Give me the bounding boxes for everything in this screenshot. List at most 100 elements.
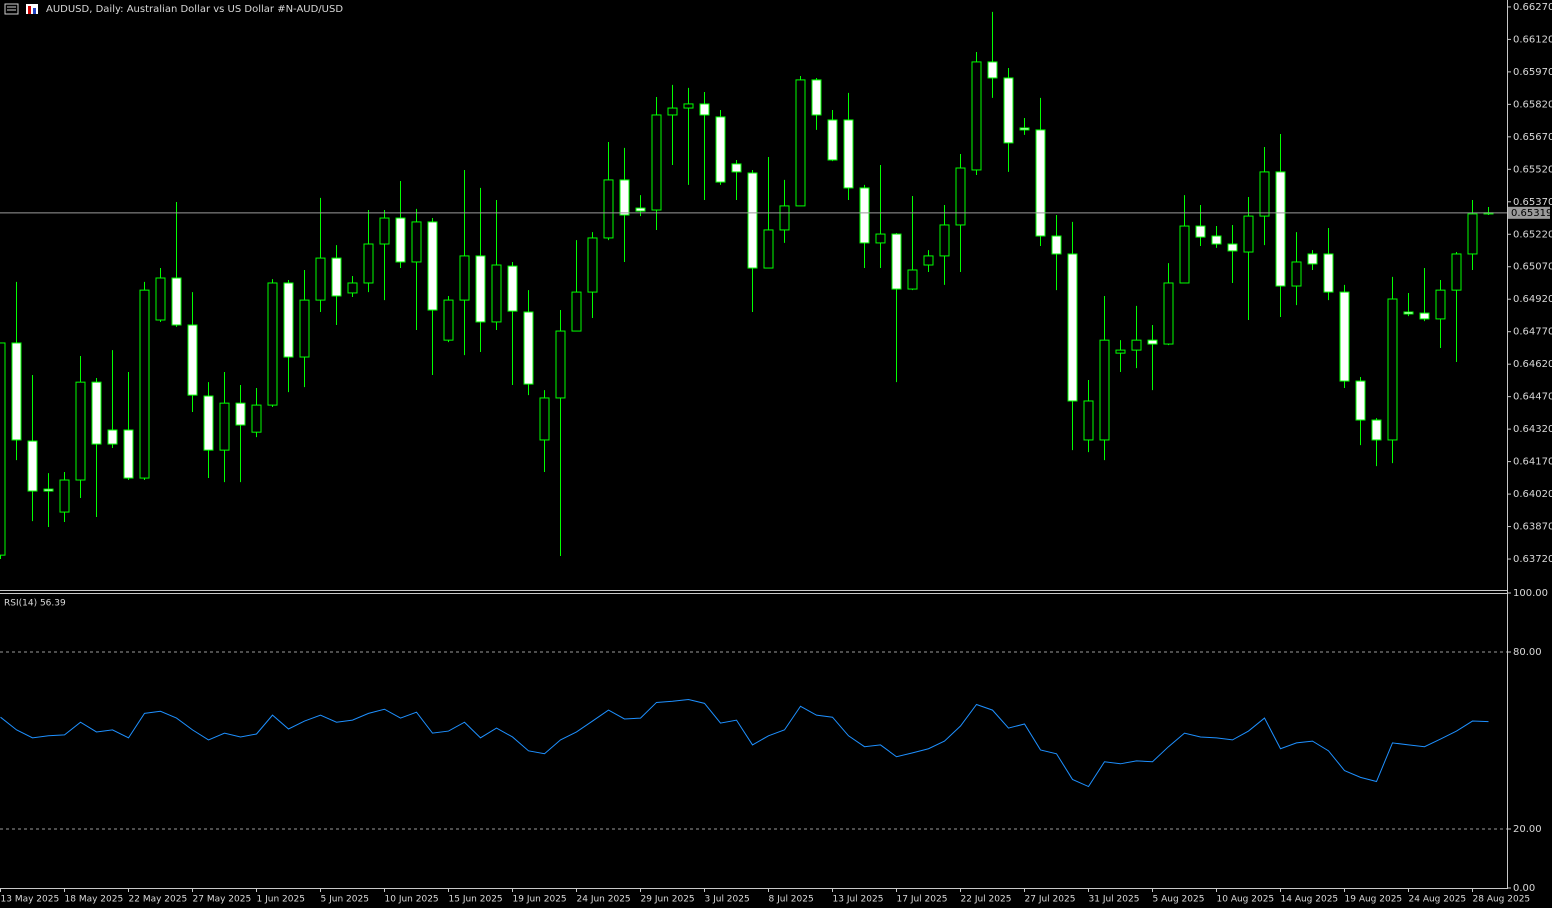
x-tick-label: 1 Jun 2025 <box>257 895 305 905</box>
candle-body <box>635 207 646 212</box>
y-tick-label: 0.64170 <box>1513 457 1552 468</box>
candle-body <box>0 342 6 556</box>
x-tick-label: 5 Jun 2025 <box>321 895 369 905</box>
y-tick-label: 0.63870 <box>1513 522 1552 533</box>
candle-body <box>795 79 806 207</box>
candle-body <box>667 107 678 116</box>
candle-body <box>43 488 54 492</box>
candle-body <box>1083 400 1094 441</box>
candle-body <box>1435 289 1446 320</box>
candle-body <box>315 257 326 301</box>
candle-body <box>1371 419 1382 441</box>
y-tick-label: 0.65220 <box>1513 229 1552 240</box>
candle-body <box>1227 243 1238 252</box>
candle-body <box>971 61 982 171</box>
candle-body <box>1403 311 1414 315</box>
y-tick-label: 0.64020 <box>1513 489 1552 500</box>
candle-body <box>1131 339 1142 351</box>
candle-body <box>843 119 854 189</box>
y-tick-label: 0.66270 <box>1513 2 1552 13</box>
candle-body <box>1339 291 1350 382</box>
x-tick-label: 31 Jul 2025 <box>1089 895 1140 905</box>
candle-body <box>347 282 358 294</box>
y-tick-label: 20.00 <box>1513 824 1542 835</box>
candle-body <box>235 402 246 426</box>
candle-body <box>987 61 998 79</box>
candle-body <box>539 397 550 441</box>
candle-body <box>267 282 278 406</box>
candle-body <box>171 277 182 326</box>
candle-body <box>395 217 406 263</box>
y-tick-label: 0.64470 <box>1513 392 1552 403</box>
candle-body <box>475 255 486 323</box>
chart-title: AUDUSD, Daily: Australian Dollar vs US D… <box>46 4 343 15</box>
x-tick-label: 3 Jul 2025 <box>705 895 750 905</box>
candle-body <box>75 381 86 481</box>
candle-body <box>1355 380 1366 421</box>
candle-body <box>571 291 582 332</box>
candle-body <box>523 311 534 385</box>
candle-body <box>699 103 710 116</box>
candle-body <box>1259 171 1270 217</box>
candle-body <box>1307 253 1318 265</box>
candle-body <box>923 255 934 266</box>
y-tick-label: 0.65820 <box>1513 99 1552 110</box>
candle-body <box>299 299 310 358</box>
candle-body <box>715 116 726 183</box>
x-tick-label: 13 May 2025 <box>1 895 60 905</box>
symbol-icons <box>4 3 38 15</box>
candle-body <box>619 179 630 216</box>
candle-body <box>603 179 614 239</box>
y-tick-label: 0.65670 <box>1513 132 1552 143</box>
y-tick-label: 0.64620 <box>1513 359 1552 370</box>
candle-body <box>1099 339 1110 441</box>
candle-body <box>507 265 518 312</box>
candle-body <box>187 324 198 396</box>
candle-body <box>1115 349 1126 354</box>
candle-body <box>1243 215 1254 253</box>
candle-body <box>203 395 214 451</box>
y-tick-label: 0.64920 <box>1513 294 1552 305</box>
candle-body <box>1179 225 1190 284</box>
x-tick-label: 15 Jun 2025 <box>449 895 503 905</box>
candle-body <box>443 299 454 341</box>
candle-body <box>139 289 150 479</box>
candle-body <box>1291 261 1302 287</box>
candle-body <box>1211 235 1222 245</box>
candle-body <box>859 187 870 244</box>
x-tick-label: 5 Aug 2025 <box>1153 895 1205 905</box>
candle-body <box>1035 129 1046 237</box>
candle-body <box>747 172 758 269</box>
candle-body <box>811 79 822 116</box>
candle-body <box>651 114 662 211</box>
candle-body <box>27 440 38 492</box>
candle-body <box>1147 339 1158 345</box>
x-tick-label: 22 May 2025 <box>129 895 188 905</box>
price-label-box <box>1508 206 1550 219</box>
candle-body <box>891 233 902 290</box>
y-tick-label: 0.65970 <box>1513 67 1552 78</box>
y-tick-label: 100.00 <box>1513 588 1548 599</box>
candle-body <box>251 404 262 433</box>
candle-body <box>1467 213 1478 255</box>
candle-body <box>555 330 566 399</box>
x-tick-label: 14 Aug 2025 <box>1281 895 1339 905</box>
candle-body <box>1387 298 1398 441</box>
candle-body <box>1051 235 1062 255</box>
candle-body <box>1163 282 1174 345</box>
y-tick-label: 0.00 <box>1513 883 1535 894</box>
x-tick-label: 13 Jul 2025 <box>833 895 884 905</box>
candle-body <box>875 233 886 244</box>
candle-body <box>1323 253 1334 293</box>
x-tick-label: 24 Jun 2025 <box>577 895 631 905</box>
x-tick-label: 18 May 2025 <box>65 895 124 905</box>
candle-body <box>11 342 22 441</box>
candle-body <box>939 224 950 257</box>
x-tick-label: 10 Aug 2025 <box>1217 895 1275 905</box>
candle-body <box>379 217 390 245</box>
candle-body <box>1195 225 1206 238</box>
x-tick-label: 8 Jul 2025 <box>769 895 814 905</box>
chart-icon-bar <box>33 8 36 14</box>
